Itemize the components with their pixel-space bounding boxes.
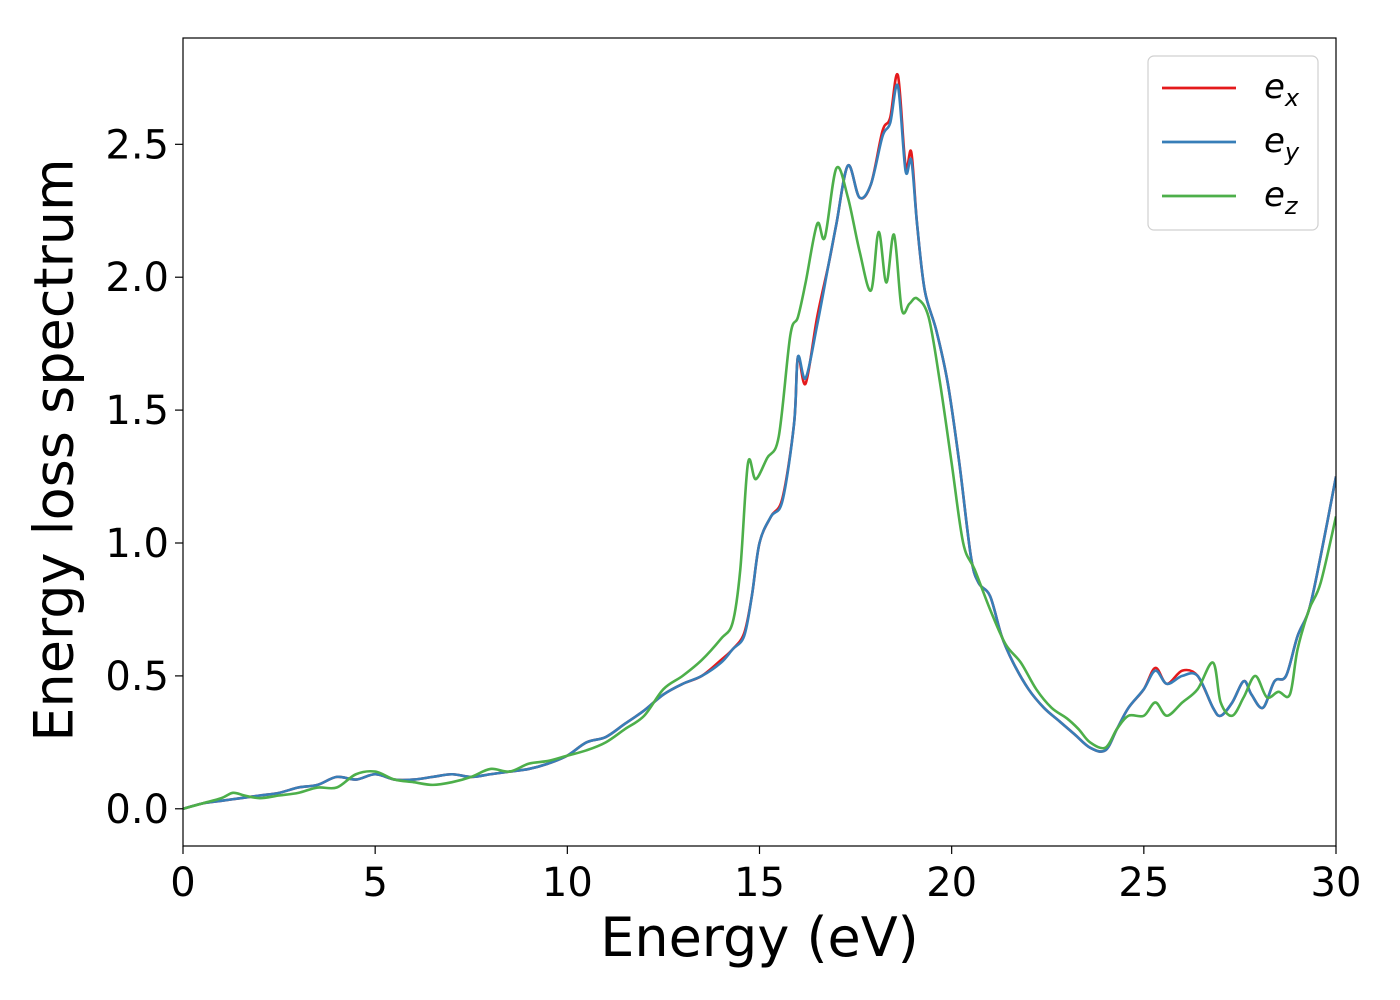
y-tick-label: 2.0 [105,255,169,301]
y-axis-label: Energy loss spectrum [23,158,86,741]
y-axis: 0.0 0.5 1.0 1.5 2.0 2.5 [105,122,183,833]
legend-item-ey: ey [1162,121,1300,166]
y-tick-label: 1.0 [105,521,169,567]
legend-label: ex [1264,67,1300,112]
legend: ex ey ez [1147,55,1319,231]
y-tick-label: 0.5 [105,654,169,700]
legend-item-ex: ex [1162,67,1300,112]
y-tick-label: 2.5 [105,122,169,168]
x-tick-label: 20 [926,860,977,906]
series-layer [183,73,1336,811]
legend-label: ey [1264,121,1300,166]
y-tick-label: 0.0 [105,787,169,833]
x-tick-label: 5 [362,860,387,906]
series-line-y [183,83,1336,811]
legend-item-ez: ez [1162,175,1299,220]
x-tick-label: 30 [1311,860,1362,906]
x-tick-label: 0 [170,860,195,906]
x-axis-label: Energy (eV) [600,906,919,969]
x-axis: 0 5 10 15 20 25 30 [170,846,1361,906]
x-tick-label: 25 [1118,860,1169,906]
x-tick-label: 10 [542,860,593,906]
x-tick-label: 15 [734,860,785,906]
y-tick-label: 1.5 [105,388,169,434]
legend-label: ez [1264,175,1299,220]
series-line-z [183,165,1336,811]
